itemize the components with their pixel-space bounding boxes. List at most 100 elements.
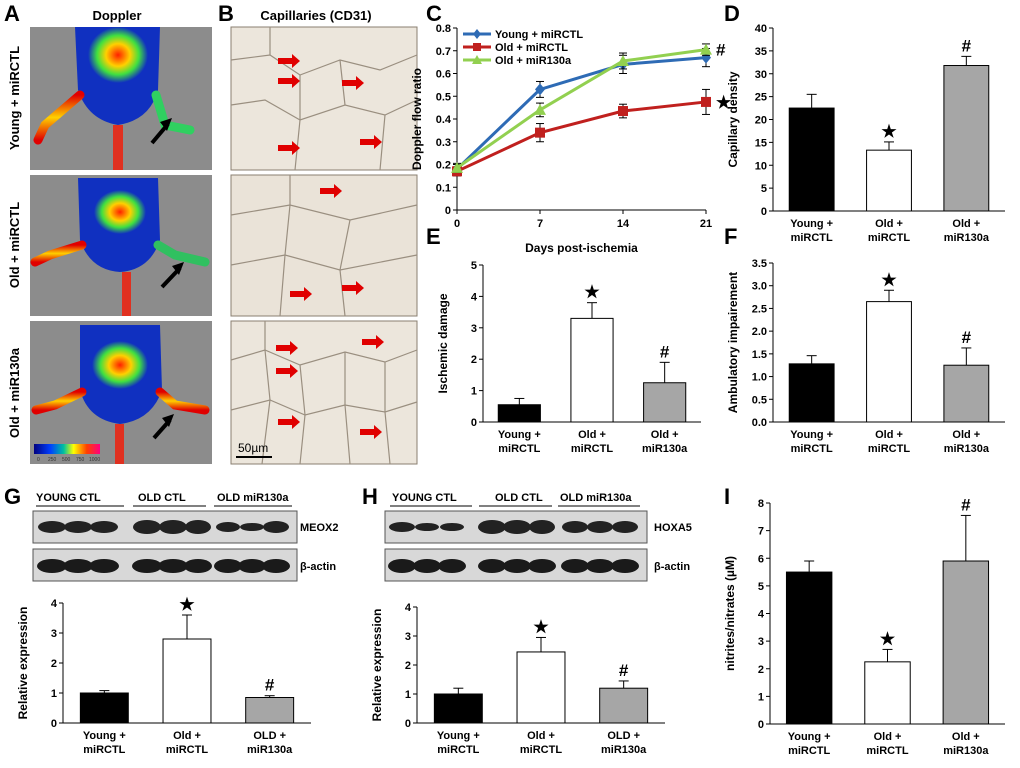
data-point — [451, 161, 463, 173]
y-axis-label: Capillary density — [726, 71, 740, 167]
x-category-label: miRCTL — [166, 744, 208, 756]
arrow-icon — [278, 74, 300, 88]
significance-mark: ★ — [716, 93, 732, 112]
series-line — [455, 56, 707, 171]
y-tick-label: 0.1 — [436, 182, 451, 194]
significance-mark: ★ — [881, 270, 897, 289]
chart-i: 0 1 2 3 4 5 6 7 8 nitrites/nitrates (µM) Young + mi… — [723, 495, 1005, 757]
y-tick-label: 2 — [405, 660, 411, 672]
y-tick-label: 0.5 — [752, 394, 767, 406]
significance-mark: ★ — [881, 122, 897, 141]
x-category-label: Old + — [952, 429, 980, 441]
x-category-label: Young + — [788, 731, 831, 743]
x-category-label: miR130a — [642, 443, 688, 455]
arrow-icon — [278, 54, 300, 68]
x-category-label: Young + — [790, 429, 833, 441]
blot-h-label-actin: β-actin — [654, 561, 690, 573]
arrow-icon — [342, 76, 364, 90]
y-tick-label: 2 — [471, 354, 477, 366]
y-tick-label: 3.5 — [752, 258, 767, 270]
significance-mark: ★ — [179, 595, 195, 614]
significance-mark: ★ — [880, 629, 896, 648]
colorbar-tick: 250 — [48, 457, 57, 463]
histology-panel: 50µm — [230, 26, 418, 465]
y-tick-label: 2.5 — [752, 303, 767, 315]
capillaries-title: Capillaries (CD31) — [260, 8, 371, 23]
significance-mark: # — [962, 328, 972, 347]
arrow-icon — [360, 135, 382, 149]
x-category-label: miRCTL — [791, 443, 833, 455]
y-tick-label: 1.0 — [752, 372, 767, 384]
significance-mark: ★ — [533, 617, 549, 636]
x-tick-label: 21 — [700, 218, 712, 230]
y-tick-label: 5 — [761, 183, 767, 195]
significance-mark: # — [619, 661, 629, 680]
significance-mark: # — [716, 41, 726, 60]
data-point — [535, 83, 545, 96]
x-category-label: Young + — [498, 429, 541, 441]
doppler-mouse-young — [33, 27, 195, 170]
data-point — [534, 103, 546, 115]
y-tick-label: 5 — [758, 581, 764, 593]
significance-mark: # — [962, 36, 972, 55]
x-category-label: Old + — [173, 730, 201, 742]
blot-h-label-hoxa5: HOXA5 — [654, 522, 692, 534]
significance-mark: # — [660, 342, 670, 361]
blot-h-group-old-mir130a: OLD miR130a — [560, 492, 632, 504]
scale-bar-label: 50µm — [238, 441, 268, 455]
y-tick-label: 1 — [405, 689, 411, 701]
y-tick-label: 0.5 — [436, 91, 451, 103]
data-point — [535, 127, 545, 138]
x-tick-label: 14 — [617, 218, 630, 230]
bar — [79, 692, 129, 724]
arrow-icon — [290, 287, 312, 301]
bar — [788, 363, 835, 423]
blot-g-group-young: YOUNG CTL — [36, 492, 101, 504]
y-tick-label: 20 — [755, 115, 767, 127]
bar — [785, 571, 833, 725]
bar — [643, 382, 687, 423]
x-category-label: Young + — [790, 218, 833, 230]
x-category-label: miRCTL — [520, 744, 562, 756]
y-tick-label: 5 — [471, 260, 477, 272]
arrow-head-icon — [162, 414, 174, 427]
x-category-label: miRCTL — [791, 232, 833, 244]
arrow-icon — [276, 364, 298, 378]
x-category-label: miR130a — [247, 744, 293, 756]
y-tick-label: 35 — [755, 46, 767, 58]
histology-image-old-mir130a — [230, 320, 418, 465]
y-tick-label: 0.4 — [436, 114, 452, 126]
y-tick-label: 0 — [405, 718, 411, 730]
x-category-label: OLD + — [607, 730, 640, 742]
colorbar-tick: 500 — [62, 457, 71, 463]
y-tick-label: 0.8 — [436, 23, 451, 35]
y-tick-label: 1 — [758, 691, 764, 703]
chart-g: 0 1 2 3 4 Relative expression Young + miRCTL ★ Ol… — [16, 595, 311, 756]
doppler-mouse-old — [30, 178, 210, 316]
arrow-icon — [278, 141, 300, 155]
colorbar-tick: 0 — [37, 457, 40, 463]
arrow-icon — [320, 184, 342, 198]
y-tick-label: 0 — [761, 206, 767, 218]
bar — [943, 364, 990, 423]
panel-label-c: C — [426, 1, 442, 26]
panel-label-d: D — [724, 1, 740, 26]
y-tick-label: 0 — [758, 719, 764, 731]
x-category-label: Old + — [578, 429, 606, 441]
data-point — [618, 106, 628, 117]
y-tick-label: 2.0 — [752, 326, 767, 338]
panel-label-e: E — [426, 224, 441, 249]
x-category-label: miRCTL — [868, 443, 910, 455]
blot-h: YOUNG CTL OLD CTL OLD miR130a HOXA5 β-ac… — [384, 492, 692, 582]
arrow-head-icon — [172, 262, 184, 275]
row-label-old-mir130a: Old + miR130a — [7, 347, 22, 438]
x-category-label: miRCTL — [868, 232, 910, 244]
x-category-label: miRCTL — [571, 443, 613, 455]
significance-mark: # — [265, 676, 275, 695]
bar — [433, 693, 483, 724]
bar — [943, 65, 990, 212]
panel-label-f: F — [724, 224, 737, 249]
x-category-label: Old + — [651, 429, 679, 441]
x-category-label: miRCTL — [866, 745, 908, 757]
